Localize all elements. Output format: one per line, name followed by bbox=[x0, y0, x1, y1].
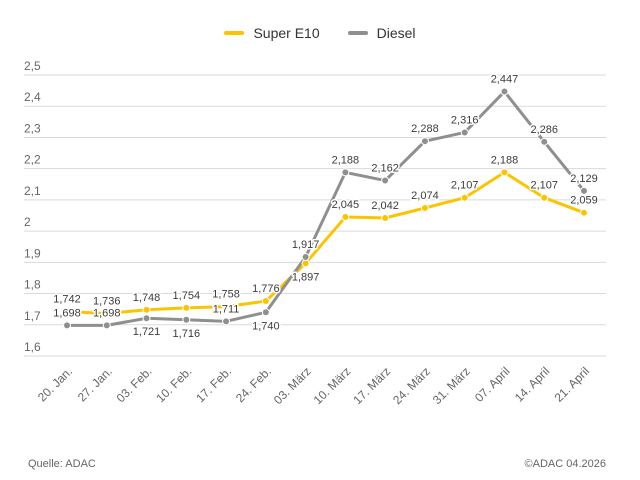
data-label-diesel: 2,288 bbox=[411, 123, 439, 135]
x-tick-label: 03. März bbox=[271, 364, 314, 407]
data-label-super-e10: 1,742 bbox=[53, 294, 81, 306]
series-line-super-e10 bbox=[65, 170, 586, 316]
data-point-diesel bbox=[301, 253, 310, 262]
data-point-diesel bbox=[102, 321, 111, 330]
data-label-super-e10: 2,107 bbox=[451, 180, 479, 192]
data-label-super-e10: 1,758 bbox=[212, 289, 240, 301]
series-line-diesel bbox=[65, 90, 586, 327]
data-label-diesel: 2,316 bbox=[451, 114, 479, 126]
legend-item-diesel: Diesel bbox=[347, 25, 416, 41]
x-tick-label: 17. März bbox=[350, 364, 393, 407]
data-label-diesel: 1,711 bbox=[213, 303, 240, 315]
data-point-super-e10 bbox=[261, 297, 270, 306]
data-label-diesel: 2,447 bbox=[491, 74, 519, 86]
data-point-super-e10 bbox=[341, 213, 350, 222]
data-point-diesel bbox=[261, 308, 270, 317]
x-tick-label: 27. Jan. bbox=[75, 364, 115, 404]
x-tick-label: 31. März bbox=[430, 364, 473, 407]
data-point-diesel bbox=[580, 186, 588, 195]
y-tick-label: 2,2 bbox=[24, 153, 41, 167]
y-tick-label: 1,9 bbox=[24, 246, 41, 260]
data-label-super-e10: 1,776 bbox=[252, 283, 280, 295]
data-label-super-e10: 1,897 bbox=[292, 271, 320, 283]
legend-swatch-super-e10-icon bbox=[224, 31, 245, 35]
data-point-diesel bbox=[500, 87, 509, 96]
data-label-diesel: 2,286 bbox=[530, 124, 558, 136]
data-point-super-e10 bbox=[182, 303, 191, 312]
x-tick-label: 07. April bbox=[472, 364, 513, 405]
y-tick-label: 1,7 bbox=[24, 309, 41, 323]
data-point-diesel bbox=[222, 317, 231, 326]
data-point-diesel bbox=[460, 128, 469, 137]
data-point-super-e10 bbox=[102, 309, 111, 318]
data-point-diesel bbox=[381, 176, 390, 185]
y-tick-label: 2,1 bbox=[24, 184, 41, 198]
x-tick-label: 24. Feb. bbox=[233, 364, 274, 405]
data-label-diesel: 2,188 bbox=[332, 154, 360, 166]
data-label-super-e10: 1,754 bbox=[173, 290, 201, 302]
data-label-super-e10: 2,045 bbox=[332, 199, 360, 211]
data-point-super-e10 bbox=[222, 302, 231, 311]
data-point-super-e10 bbox=[500, 168, 509, 177]
data-label-diesel: 1,917 bbox=[292, 239, 320, 251]
data-point-super-e10 bbox=[540, 193, 549, 202]
data-label-super-e10: 1,736 bbox=[93, 296, 121, 308]
data-point-super-e10 bbox=[460, 193, 469, 202]
legend-item-super-e10: Super E10 bbox=[224, 25, 320, 41]
source-text: Quelle: ADAC bbox=[28, 458, 96, 470]
data-point-diesel bbox=[540, 137, 549, 146]
y-tick-label: 2,3 bbox=[24, 121, 41, 135]
data-label-super-e10: 1,748 bbox=[133, 292, 161, 304]
x-tick-label: 21. April bbox=[552, 364, 593, 405]
x-tick-label: 17. Feb. bbox=[193, 364, 234, 405]
data-label-super-e10: 2,188 bbox=[491, 154, 519, 166]
y-tick-label: 2,4 bbox=[24, 90, 41, 104]
data-label-super-e10: 2,059 bbox=[570, 195, 598, 207]
y-tick-label: 2,5 bbox=[24, 59, 41, 73]
data-label-diesel: 1,716 bbox=[173, 328, 201, 340]
data-label-diesel: 1,740 bbox=[252, 320, 280, 332]
data-point-diesel bbox=[341, 168, 350, 177]
chart-footer: Quelle: ADAC ©ADAC 04.2026 bbox=[28, 458, 606, 470]
data-label-super-e10: 2,107 bbox=[530, 180, 558, 192]
chart-legend: Super E10 Diesel bbox=[0, 25, 640, 41]
legend-label-super-e10: Super E10 bbox=[253, 25, 320, 41]
data-label-diesel: 1,721 bbox=[133, 326, 161, 338]
y-tick-label: 2 bbox=[24, 215, 31, 229]
data-point-super-e10 bbox=[381, 213, 390, 222]
data-point-diesel bbox=[420, 137, 429, 146]
x-tick-label: 14. April bbox=[512, 364, 553, 405]
data-label-super-e10: 2,074 bbox=[411, 190, 439, 202]
legend-swatch-diesel-icon bbox=[347, 31, 368, 35]
x-tick-label: 10. März bbox=[311, 364, 354, 407]
y-tick-label: 1,6 bbox=[24, 340, 41, 354]
data-point-super-e10 bbox=[142, 305, 151, 314]
x-tick-label: 20. Jan. bbox=[35, 364, 75, 404]
data-label-diesel: 1,698 bbox=[53, 307, 81, 319]
y-tick-label: 1,8 bbox=[24, 278, 41, 292]
data-point-super-e10 bbox=[580, 208, 588, 217]
data-point-super-e10 bbox=[63, 307, 71, 316]
data-label-diesel: 2,129 bbox=[570, 173, 598, 185]
data-point-diesel bbox=[63, 321, 71, 330]
x-tick-label: 03. Feb. bbox=[114, 364, 155, 405]
data-point-super-e10 bbox=[420, 204, 429, 213]
legend-label-diesel: Diesel bbox=[376, 25, 416, 41]
data-point-diesel bbox=[182, 315, 191, 324]
data-label-diesel: 1,698 bbox=[93, 307, 121, 319]
copyright-text: ©ADAC 04.2026 bbox=[524, 458, 607, 470]
data-point-diesel bbox=[142, 314, 151, 323]
x-tick-label: 10. Feb. bbox=[153, 364, 194, 405]
data-label-diesel: 2,162 bbox=[371, 163, 399, 175]
x-tick-label: 24. März bbox=[390, 364, 433, 407]
data-label-super-e10: 2,042 bbox=[371, 200, 399, 212]
